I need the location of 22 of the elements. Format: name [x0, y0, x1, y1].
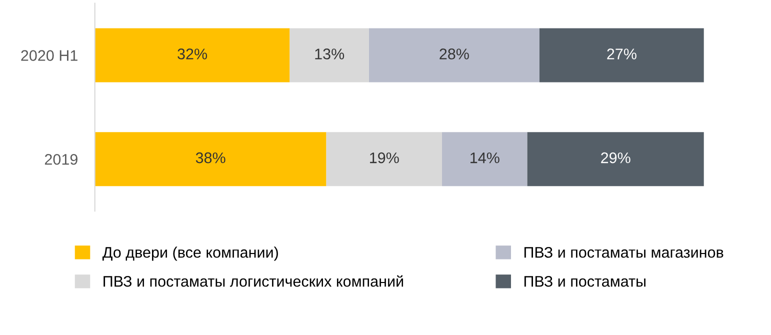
legend-label: ПВЗ и постаматы магазинов — [524, 246, 724, 258]
legend-label: ПВЗ и постаматы логистических компаний — [104, 275, 404, 287]
bar — [539, 28, 704, 82]
data-label: 28% — [440, 48, 469, 60]
legend-label: ПВЗ и постаматы — [524, 276, 646, 287]
data-label: 13% — [315, 48, 344, 60]
data-label: 14% — [470, 152, 500, 164]
data-label: 38% — [196, 152, 226, 164]
y-tick-label: 2019 — [44, 154, 78, 165]
legend-label: До двери (все компании) — [102, 246, 278, 261]
bar — [290, 28, 369, 82]
bar — [527, 132, 704, 186]
y-tick-label: 2020 H1 — [21, 50, 78, 61]
bar — [94, 132, 326, 186]
data-label: 19% — [370, 152, 399, 164]
bar — [368, 28, 540, 82]
bar — [442, 132, 528, 186]
bar — [94, 28, 290, 82]
data-label: 27% — [607, 48, 636, 60]
data-label: 29% — [601, 152, 630, 164]
bar — [326, 132, 442, 186]
data-label: 32% — [178, 48, 208, 60]
